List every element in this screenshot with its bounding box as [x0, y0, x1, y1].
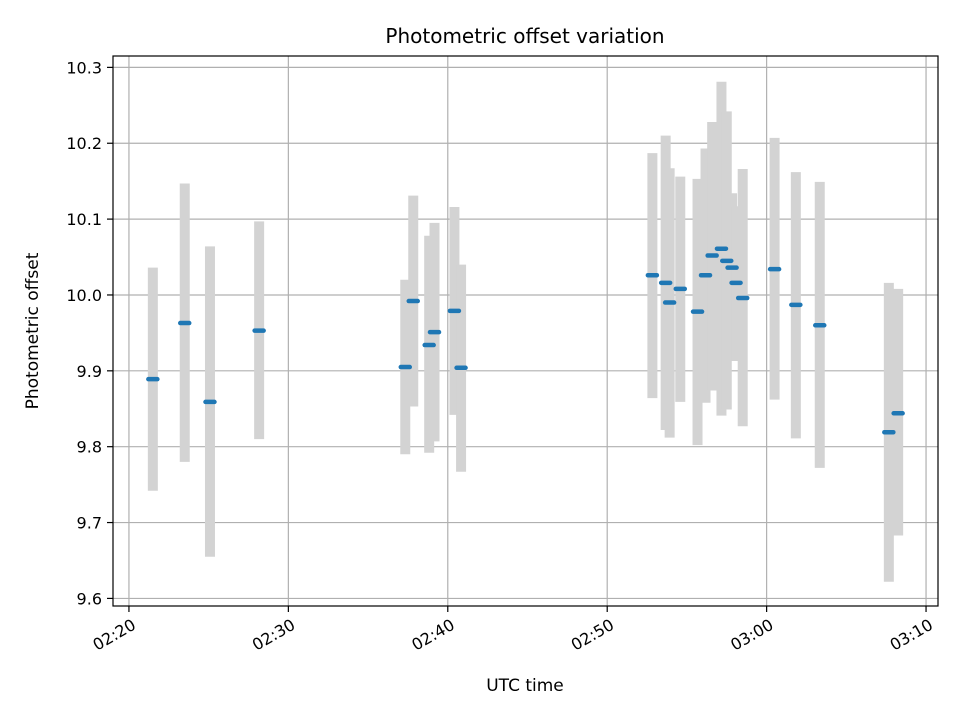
y-tick-label: 9.8	[77, 438, 102, 457]
y-tick-label: 9.6	[77, 589, 102, 608]
plot-frame	[112, 55, 939, 607]
data-points	[146, 246, 905, 435]
y-tick-label: 9.7	[77, 514, 102, 533]
y-tick-label: 10.0	[66, 286, 102, 305]
x-axis-label: UTC time	[486, 676, 564, 696]
y-axis-label: Photometric offset	[23, 252, 43, 409]
y-tick-label: 10.3	[66, 58, 102, 77]
y-tick-label: 10.2	[66, 134, 102, 153]
chart-title: Photometric offset variation	[385, 24, 664, 48]
y-tick-label: 9.9	[77, 362, 102, 381]
y-tick-label: 10.1	[66, 210, 102, 229]
y-axis: 9.6 9.7 9.8 9.9 10.0 10.1 10.2 10.3	[66, 58, 113, 608]
